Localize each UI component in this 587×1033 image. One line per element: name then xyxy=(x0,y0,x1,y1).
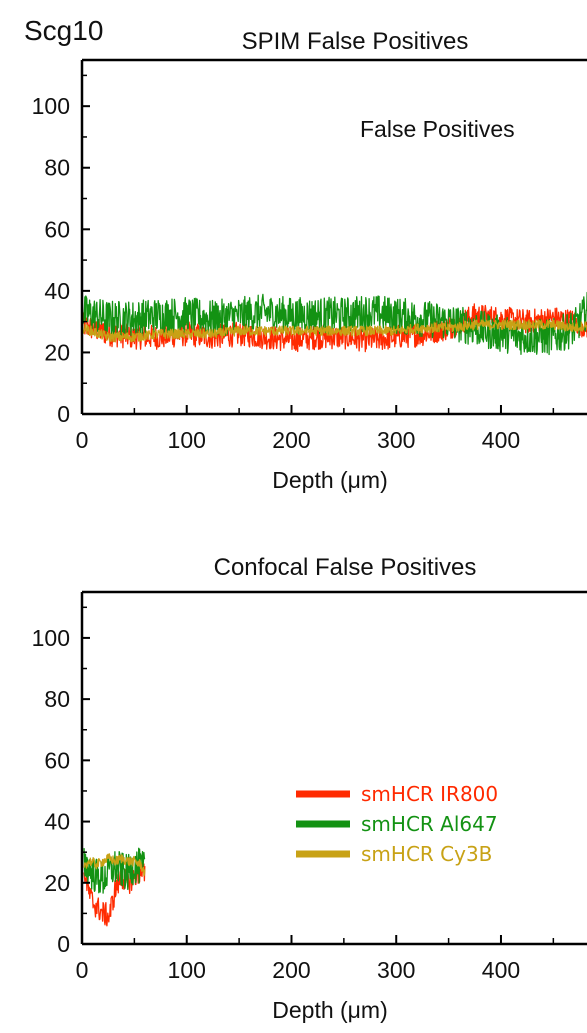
legend: smHCR IR800 smHCR Al647 smHCR Cy3B xyxy=(296,782,498,866)
x-axis-title: Depth (μm) xyxy=(272,997,388,1023)
y-tick-label: 0 xyxy=(57,401,70,427)
y-tick-label: 60 xyxy=(44,216,70,242)
series-line xyxy=(83,847,146,894)
x-tick-label: 300 xyxy=(377,957,415,983)
x-tick-label: 200 xyxy=(272,427,310,453)
legend-label: smHCR Al647 xyxy=(361,812,498,836)
y-tick-label: 100 xyxy=(32,625,70,651)
chart-title: SPIM False Positives xyxy=(242,28,469,55)
plot-annotation: False Positives xyxy=(360,116,515,142)
y-tick-label: 0 xyxy=(57,931,70,957)
y-tick-label: 80 xyxy=(44,155,70,181)
x-tick-label: 0 xyxy=(76,957,89,983)
legend-label: smHCR Cy3B xyxy=(361,842,492,866)
y-tick-label: 40 xyxy=(44,278,70,304)
x-tick-label: 0 xyxy=(76,427,89,453)
chart-title: Confocal False Positives xyxy=(214,554,477,581)
x-tick-label: 400 xyxy=(482,957,520,983)
y-tick-label: 100 xyxy=(32,93,70,119)
series-line xyxy=(81,291,587,356)
y-tick-label: 20 xyxy=(44,339,70,365)
y-tick-label: 80 xyxy=(44,686,70,712)
y-tick-label: 40 xyxy=(44,809,70,835)
series-line xyxy=(81,319,587,343)
chart-spim: SPIM False Positives 0 20 40 60 80 100 0 100 200 3… xyxy=(32,28,587,493)
series-line xyxy=(83,853,146,877)
x-axis-title: Depth (μm) xyxy=(272,467,388,493)
x-tick-label: 100 xyxy=(168,957,206,983)
figure-label: Scg10 xyxy=(24,15,103,46)
legend-label: smHCR IR800 xyxy=(361,782,498,806)
y-tick-label: 20 xyxy=(44,870,70,896)
chart-confocal: Confocal False Positives 0 20 40 60 80 100 0 100… xyxy=(32,554,587,1023)
y-tick-label: 60 xyxy=(44,747,70,773)
x-tick-label: 200 xyxy=(272,957,310,983)
x-tick-label: 300 xyxy=(377,427,415,453)
x-tick-label: 400 xyxy=(482,427,520,453)
x-tick-label: 100 xyxy=(168,427,206,453)
